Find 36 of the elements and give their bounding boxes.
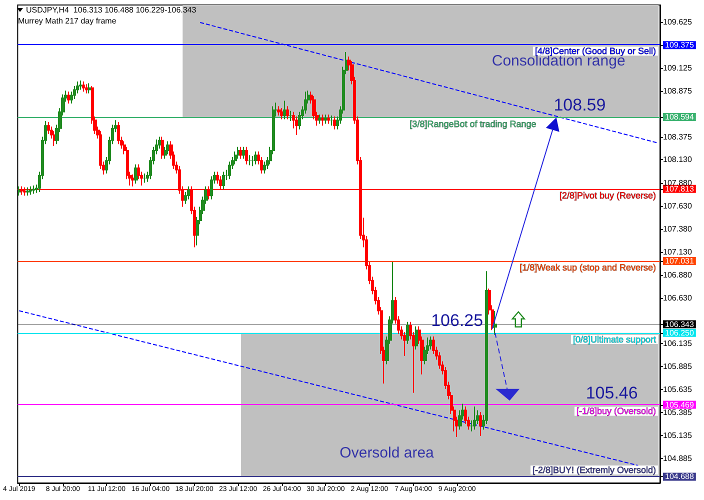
- y-tick-label: 108.130: [663, 155, 692, 164]
- annotation: 105.46: [586, 384, 638, 403]
- y-tick-label: 105.135: [663, 431, 692, 440]
- y-tick-label: 109.375: [665, 40, 694, 50]
- y-tick-label: 108.594: [665, 112, 694, 122]
- text: Murrey Math 217 day frame: [18, 16, 117, 26]
- ref-line-label: [1/8]Weak sup (stop and Reverse): [520, 262, 656, 273]
- chart-title: USDJPY,H4 106.313 106.488 106.229-106.343: [26, 6, 197, 14]
- y-tick-label: 106.250: [665, 328, 694, 338]
- y-tick-label: 106.343: [665, 320, 694, 329]
- y-tick-label: 107.813: [665, 184, 694, 194]
- ref-line-label: [0/8]Ultimate support: [572, 334, 656, 344]
- y-tick-label: 106.880: [663, 270, 692, 280]
- ref-line-label: [-2/8]BUY! (Extremly Oversold): [532, 465, 656, 476]
- y-tick-label: 104.688: [665, 472, 694, 482]
- y-tick-label: 106.630: [663, 293, 692, 302]
- y-tick-label: 107.130: [663, 247, 692, 256]
- y-tick-label: 109.625: [663, 18, 692, 27]
- ref-line-label: [-1/8]buy (Oversold): [576, 406, 656, 416]
- y-tick-label: 104.885: [663, 454, 692, 464]
- ref-line-label: [2/8]Pivot buy (Reverse): [559, 190, 656, 201]
- y-tick-label: 107.380: [663, 224, 692, 234]
- y-tick-label: 105.469: [665, 400, 694, 410]
- band-label: Oversold area: [340, 444, 435, 462]
- annotation: 108.59: [554, 95, 606, 114]
- y-tick-label: 108.375: [663, 132, 692, 142]
- y-tick-label: 108.875: [663, 86, 692, 96]
- y-tick-label: 105.635: [663, 385, 692, 394]
- y-tick-label: 106.135: [663, 338, 692, 348]
- annotation: 106.25: [431, 310, 484, 330]
- y-tick-label: 109.125: [663, 64, 692, 73]
- ref-line-label: [3/8]RangeBot of trading Range: [410, 118, 536, 129]
- y-tick-label: 105.885: [663, 362, 692, 371]
- y-tick-label: 105.385: [663, 408, 692, 418]
- y-tick-label: 107.031: [665, 256, 694, 266]
- y-tick-label: 107.630: [663, 201, 692, 210]
